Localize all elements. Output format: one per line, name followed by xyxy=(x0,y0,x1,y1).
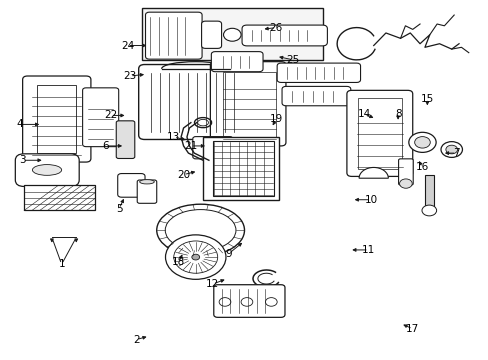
Text: 26: 26 xyxy=(269,23,282,33)
Text: 3: 3 xyxy=(20,155,26,165)
Text: 16: 16 xyxy=(415,162,428,172)
FancyBboxPatch shape xyxy=(277,63,360,82)
Circle shape xyxy=(445,145,457,154)
Text: 1: 1 xyxy=(58,259,65,269)
Circle shape xyxy=(165,235,225,279)
Text: 9: 9 xyxy=(225,248,232,258)
FancyBboxPatch shape xyxy=(242,25,327,46)
FancyBboxPatch shape xyxy=(22,76,91,162)
Text: 4: 4 xyxy=(17,120,23,129)
Text: 12: 12 xyxy=(206,279,219,289)
Ellipse shape xyxy=(32,165,61,175)
Text: 25: 25 xyxy=(286,55,299,65)
Text: 15: 15 xyxy=(420,94,433,104)
Text: 23: 23 xyxy=(123,71,136,81)
Wedge shape xyxy=(358,167,387,178)
FancyBboxPatch shape xyxy=(398,159,412,185)
Circle shape xyxy=(173,241,217,273)
Ellipse shape xyxy=(140,180,154,184)
Text: 19: 19 xyxy=(269,114,282,124)
FancyBboxPatch shape xyxy=(137,180,157,203)
FancyBboxPatch shape xyxy=(201,21,221,48)
Text: 5: 5 xyxy=(116,204,122,214)
Bar xyxy=(37,85,76,153)
Bar xyxy=(222,72,276,137)
Text: 2: 2 xyxy=(133,334,139,345)
Text: 21: 21 xyxy=(184,141,197,151)
Text: 18: 18 xyxy=(172,257,185,267)
Circle shape xyxy=(421,205,436,216)
Text: 7: 7 xyxy=(452,148,459,158)
FancyBboxPatch shape xyxy=(118,174,145,197)
Text: 13: 13 xyxy=(167,132,180,142)
Circle shape xyxy=(399,179,411,188)
FancyBboxPatch shape xyxy=(213,285,285,318)
Circle shape xyxy=(408,132,435,152)
Text: 17: 17 xyxy=(405,324,419,334)
Text: 24: 24 xyxy=(121,41,134,50)
Circle shape xyxy=(223,28,241,41)
FancyBboxPatch shape xyxy=(211,51,263,72)
Text: 11: 11 xyxy=(362,245,375,255)
Circle shape xyxy=(414,136,429,148)
Circle shape xyxy=(241,298,252,306)
Text: 6: 6 xyxy=(102,141,109,151)
FancyBboxPatch shape xyxy=(139,64,255,139)
FancyBboxPatch shape xyxy=(15,154,79,186)
FancyBboxPatch shape xyxy=(282,86,350,106)
FancyBboxPatch shape xyxy=(192,136,232,159)
Bar xyxy=(357,98,401,169)
Bar xyxy=(212,140,273,196)
FancyBboxPatch shape xyxy=(116,121,135,158)
FancyBboxPatch shape xyxy=(210,62,285,146)
Bar xyxy=(24,185,95,211)
Circle shape xyxy=(265,298,277,306)
Text: 22: 22 xyxy=(103,111,117,121)
Bar xyxy=(424,175,433,211)
Circle shape xyxy=(191,254,199,260)
Text: 20: 20 xyxy=(177,170,190,180)
FancyBboxPatch shape xyxy=(82,88,119,147)
Circle shape xyxy=(219,298,230,306)
Bar xyxy=(142,8,322,60)
Text: 14: 14 xyxy=(357,109,370,119)
Text: 8: 8 xyxy=(394,109,401,119)
Bar xyxy=(203,137,278,200)
FancyBboxPatch shape xyxy=(145,12,202,59)
Circle shape xyxy=(440,141,462,157)
FancyBboxPatch shape xyxy=(346,90,412,176)
Text: 10: 10 xyxy=(364,195,377,205)
